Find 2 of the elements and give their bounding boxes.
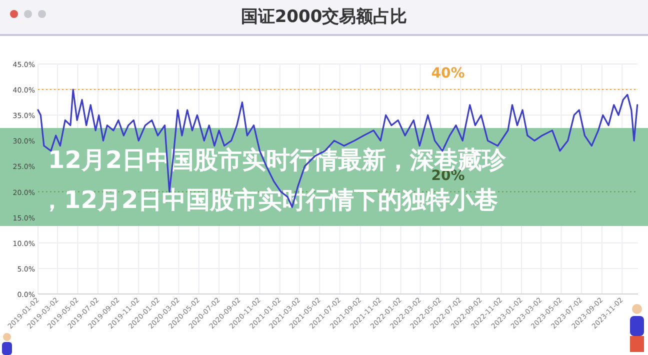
ref-line-label: 40%	[431, 66, 465, 82]
chart-title: 国证2000交易额占比	[240, 7, 408, 27]
